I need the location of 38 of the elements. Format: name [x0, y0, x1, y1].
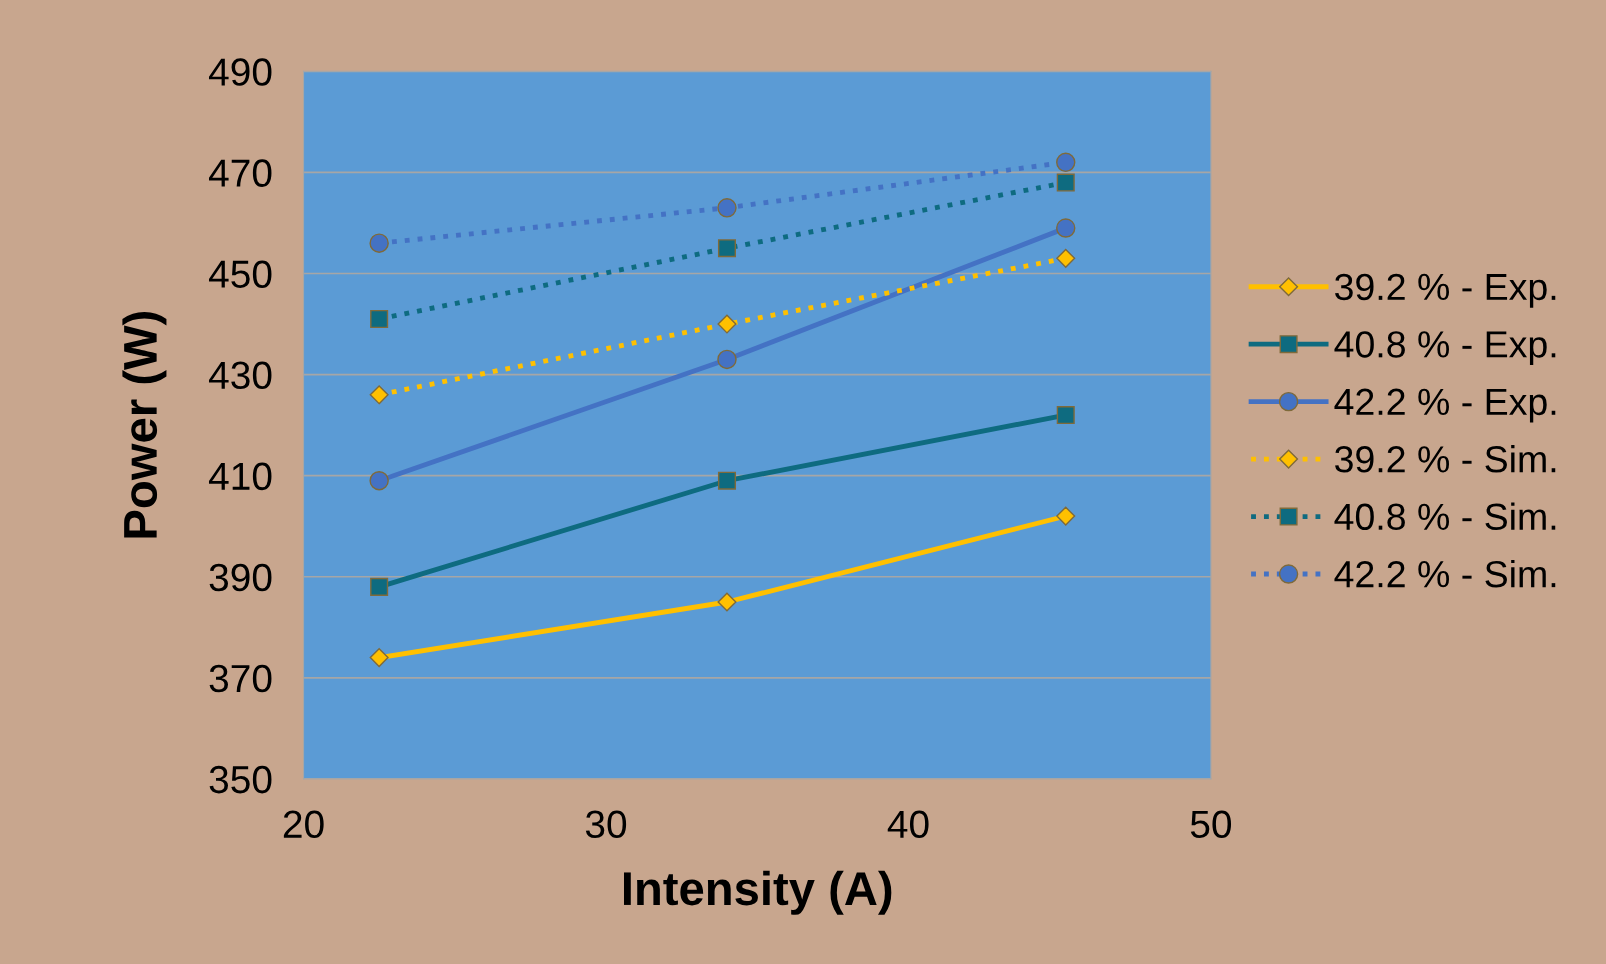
point: [717, 349, 737, 370]
y-axis-title: Power (W): [122, 312, 167, 538]
point: [369, 385, 389, 405]
y-tick-label: 370: [209, 664, 272, 693]
point: [370, 577, 389, 596]
point: [1056, 173, 1075, 192]
point: [717, 198, 737, 218]
y-tick-label: 390: [209, 563, 272, 592]
legend-label: 42.2 % - Sim.: [1334, 559, 1556, 588]
point: [1056, 405, 1075, 425]
x-tick-label: 40: [887, 810, 929, 839]
y-tick-label: 490: [208, 58, 272, 86]
point: [1056, 248, 1076, 268]
point: [369, 648, 389, 668]
legend-label: 39.2 % - Sim.: [1335, 445, 1556, 473]
x-tick-label: 30: [585, 810, 627, 839]
y-tick-label: 430: [208, 361, 272, 390]
y-tick-label: 350: [209, 765, 272, 794]
y-tick-label: 450: [208, 260, 272, 288]
point: [1056, 506, 1076, 526]
x-axis-title: Intensity (A): [623, 870, 892, 915]
point: [717, 471, 737, 490]
y-tick-label: 410: [208, 462, 272, 491]
x-tick-label: 20: [283, 810, 324, 839]
point: [717, 314, 737, 334]
legend-label: 40.8 % - Sim.: [1334, 502, 1556, 531]
legend-label: 40.8 % - Exp.: [1334, 331, 1556, 366]
point: [1056, 218, 1076, 238]
point: [1056, 152, 1076, 173]
x-tick-label: 50: [1190, 810, 1232, 839]
point: [717, 239, 737, 258]
point: [717, 592, 737, 612]
point: [369, 470, 389, 491]
y-tick-label: 470: [208, 159, 272, 187]
legend-label: 42.2 % - Exp.: [1334, 388, 1556, 423]
point: [370, 309, 389, 329]
legend-label: 39.2 % - Exp.: [1335, 273, 1556, 308]
point: [369, 233, 389, 253]
